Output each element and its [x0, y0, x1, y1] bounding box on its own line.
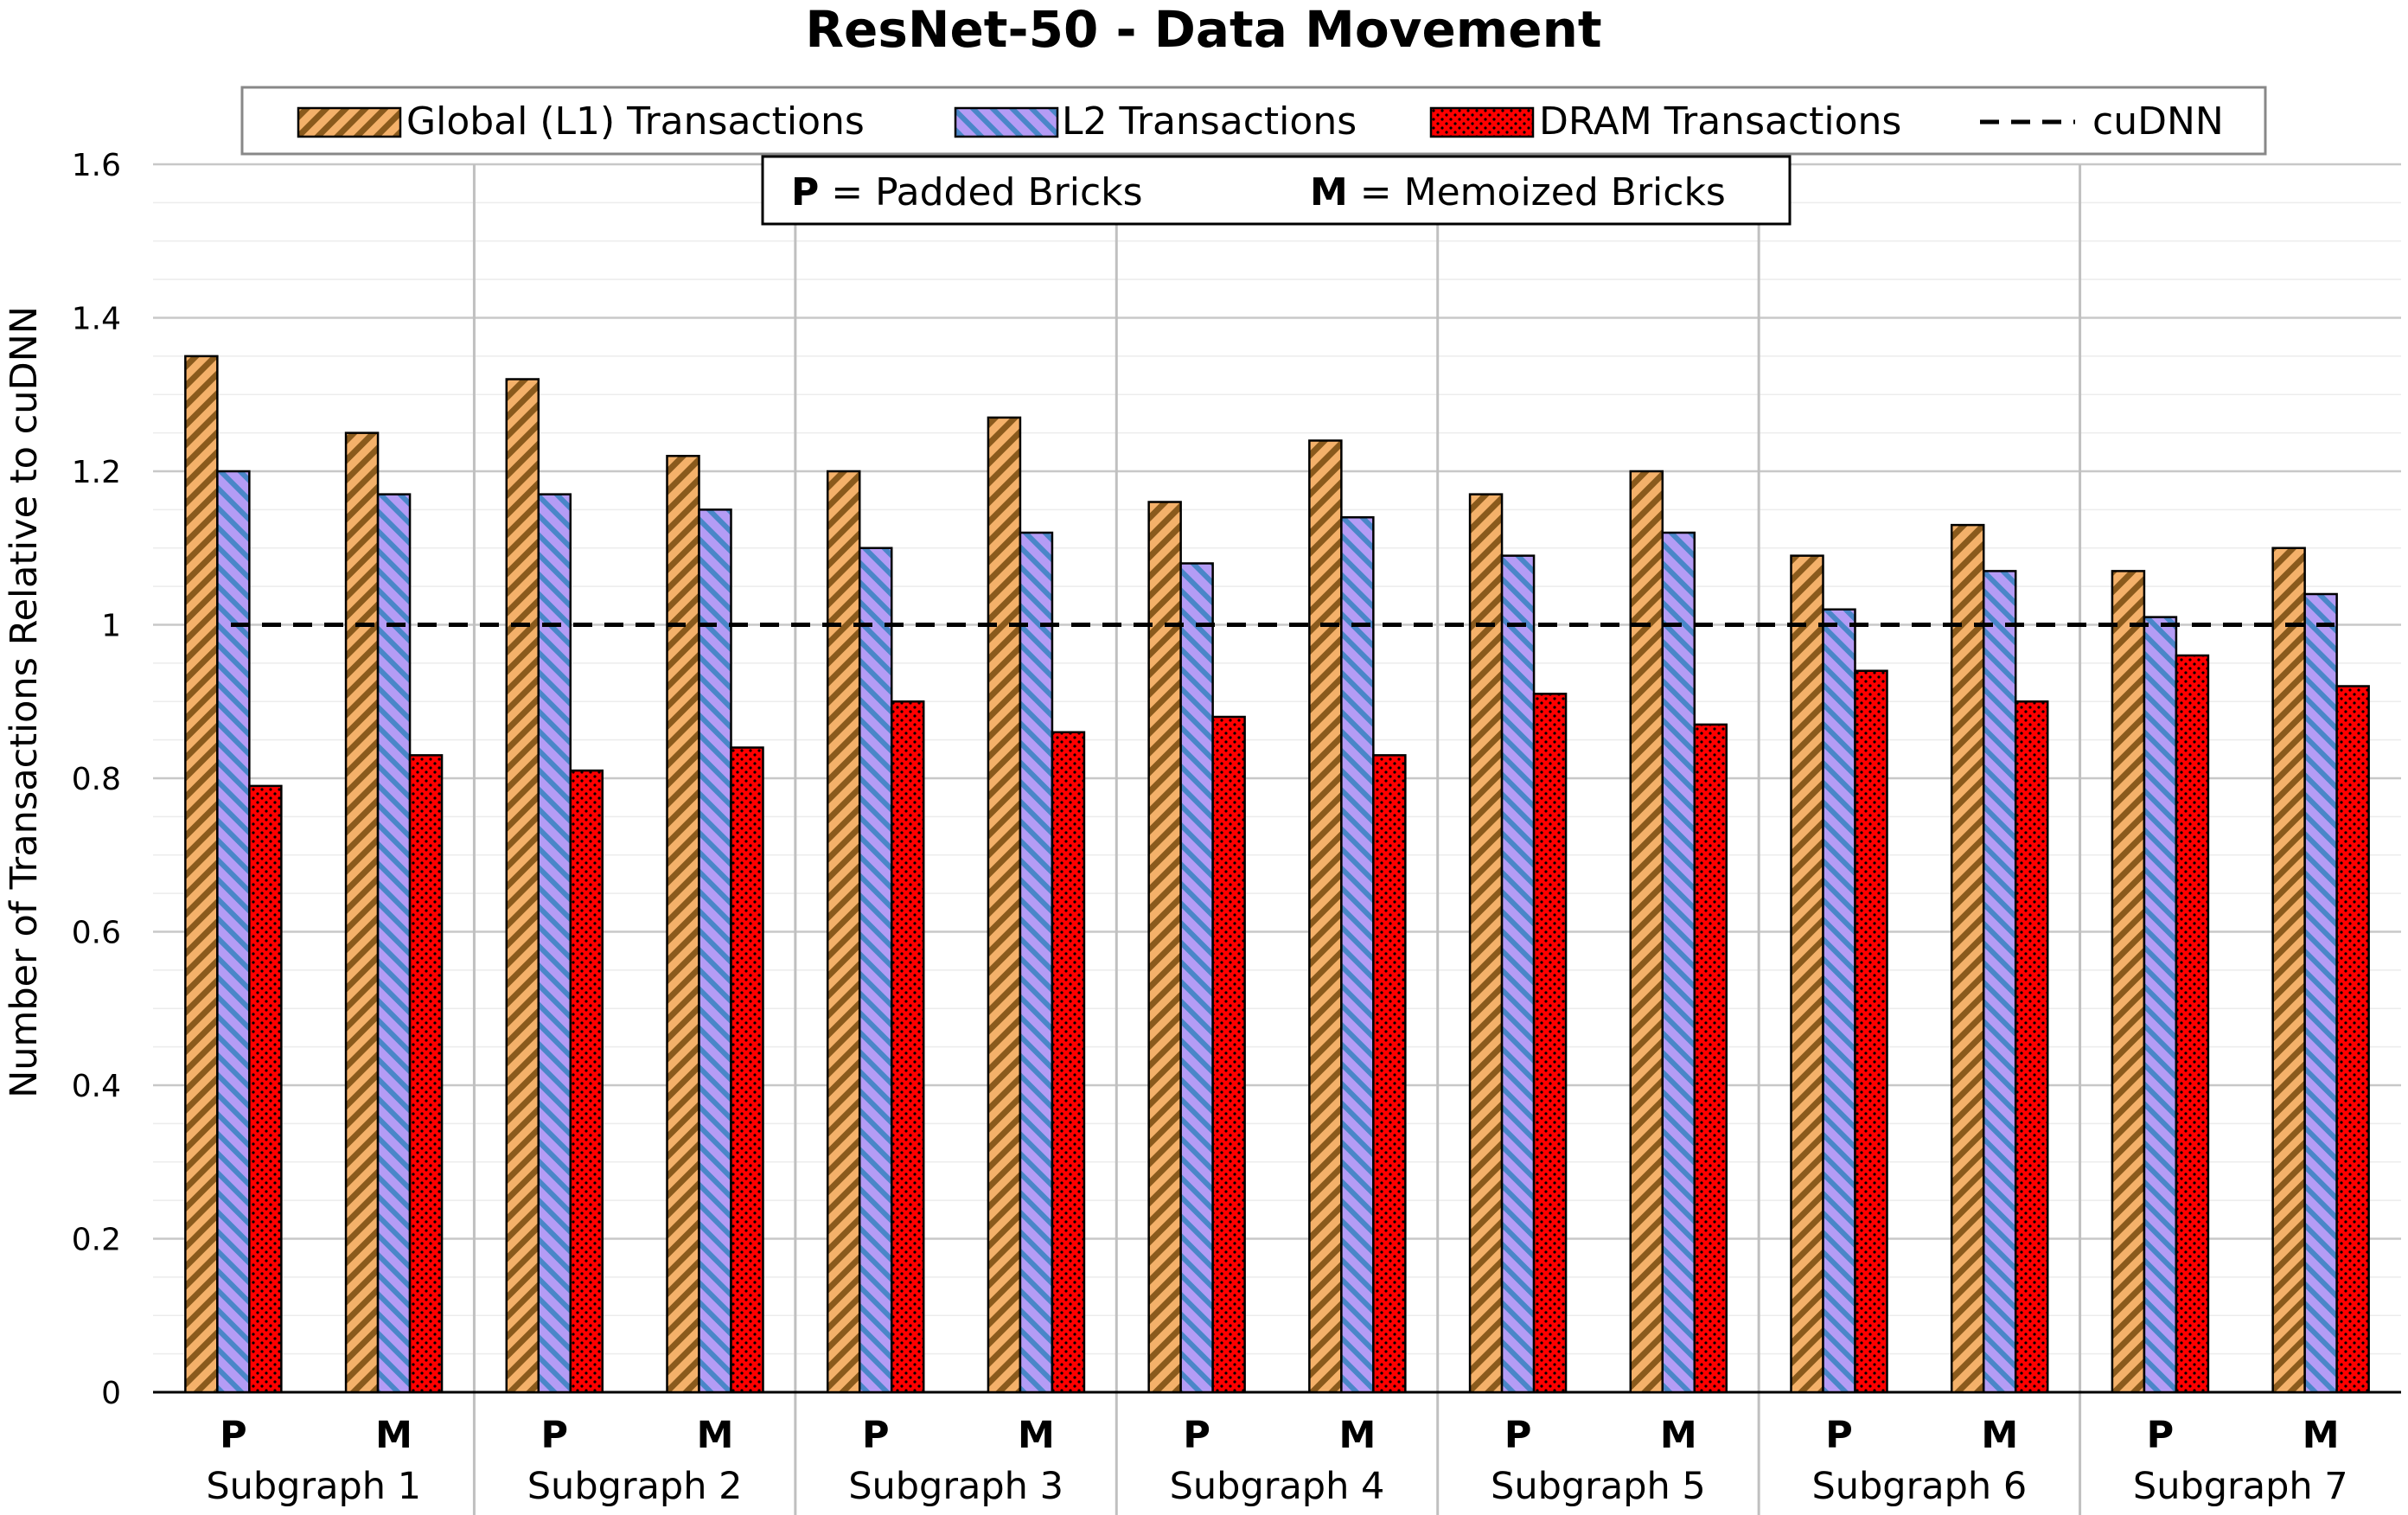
bar-l2-transactions — [1019, 531, 1054, 1394]
sub-label: P — [541, 1414, 569, 1457]
y-tick-label: 1.4 — [72, 302, 121, 337]
group-label: Subgraph 7 — [2133, 1465, 2348, 1508]
bar-global-l1-transactions — [1950, 523, 1985, 1394]
bar-global-l1-transactions — [2271, 547, 2306, 1394]
sub-label: M — [2303, 1414, 2340, 1457]
sub-label: M — [1981, 1414, 2018, 1457]
bar-global-l1-transactions — [1790, 554, 1824, 1394]
bar-global-l1-transactions — [1468, 493, 1504, 1394]
legend-swatch — [954, 106, 1059, 138]
legend-label: L2 Transactions — [1062, 99, 1357, 144]
y-tick-label: 0.2 — [72, 1223, 121, 1258]
bar-l2-transactions — [1661, 531, 1696, 1394]
bar-l2-transactions — [1500, 554, 1536, 1394]
y-axis-ticks: 0 0.2 0.4 0.6 0.8 1 1.2 1.4 1.6 — [72, 148, 121, 1411]
legend-label: Global (L1) Transactions — [406, 99, 865, 144]
bar-dram-transactions — [730, 746, 764, 1394]
bar-l2-transactions — [216, 470, 251, 1394]
group-label: Subgraph 5 — [1491, 1465, 1706, 1508]
legend-box — [240, 86, 2267, 156]
y-tick-label: 1.6 — [72, 148, 121, 183]
chart-title: ResNet-50 - Data Movement — [805, 0, 1601, 59]
bar-global-l1-transactions — [1308, 439, 1343, 1394]
legend-label: DRAM Transactions — [1539, 99, 1901, 144]
bar-global-l1-transactions — [2111, 570, 2146, 1394]
group-label: Subgraph 4 — [1170, 1465, 1385, 1508]
sub-label: P — [2147, 1414, 2175, 1457]
bar-global-l1-transactions — [1629, 470, 1664, 1394]
y-tick-label: 1 — [101, 609, 121, 644]
sub-key-entry: P = Padded Bricks — [791, 170, 1143, 214]
bar-l2-transactions — [698, 508, 732, 1394]
sub-label: P — [1183, 1414, 1210, 1457]
bar-global-l1-transactions — [987, 416, 1022, 1394]
bar-global-l1-transactions — [1147, 501, 1182, 1394]
bar-dram-transactions — [2014, 700, 2049, 1394]
x-axis-labels: P M Subgraph 1 P M Subgraph 2 P M Subgraph 3 P M Su… — [206, 1414, 2347, 1508]
sub-label: P — [1504, 1414, 1532, 1457]
legend-swatch — [1429, 106, 1535, 138]
bars — [184, 355, 2370, 1394]
bar-dram-transactions — [890, 700, 925, 1394]
sub-key-box — [761, 155, 1792, 226]
bar-global-l1-transactions — [826, 470, 861, 1394]
sub-key-entry: M = Memoized Bricks — [1310, 170, 1726, 214]
bar-l2-transactions — [1822, 608, 1856, 1394]
bar-dram-transactions — [1693, 723, 1728, 1394]
sub-label: M — [1338, 1414, 1376, 1457]
y-tick-label: 0.8 — [72, 762, 121, 797]
bar-l2-transactions — [1179, 562, 1214, 1394]
bar-dram-transactions — [408, 754, 444, 1394]
legend: Global (L1) Transactions L2 Transactions D… — [240, 86, 2267, 156]
bar-l2-transactions — [376, 493, 412, 1394]
legend-label: cuDNN — [2092, 99, 2224, 144]
bar-dram-transactions — [248, 784, 283, 1394]
bar-global-l1-transactions — [184, 355, 219, 1394]
bar-dram-transactions — [1051, 731, 1086, 1394]
y-tick-label: 0 — [101, 1376, 121, 1411]
bar-l2-transactions — [2303, 592, 2338, 1394]
bar-dram-transactions — [2175, 654, 2210, 1394]
sub-label: M — [375, 1414, 412, 1457]
group-label: Subgraph 1 — [206, 1465, 421, 1508]
bar-dram-transactions — [2335, 685, 2370, 1394]
bar-dram-transactions — [1854, 669, 1888, 1394]
bar-l2-transactions — [537, 493, 572, 1394]
sub-label: P — [862, 1414, 890, 1457]
sub-label: P — [220, 1414, 247, 1457]
bar-l2-transactions — [858, 547, 893, 1394]
bar-dram-transactions — [1532, 693, 1568, 1394]
group-label: Subgraph 6 — [1811, 1465, 2027, 1508]
bar-dram-transactions — [569, 769, 604, 1394]
y-tick-label: 0.6 — [72, 916, 121, 951]
sub-label: M — [1018, 1414, 1055, 1457]
bar-dram-transactions — [1372, 754, 1407, 1394]
group-label: Subgraph 3 — [848, 1465, 1063, 1508]
bar-l2-transactions — [2143, 616, 2178, 1394]
legend-swatch — [297, 106, 402, 138]
y-tick-label: 0.4 — [72, 1069, 121, 1104]
bar-l2-transactions — [1340, 516, 1375, 1394]
sub-label: P — [1825, 1414, 1853, 1457]
group-separators — [153, 164, 2401, 1515]
bar-dram-transactions — [1211, 715, 1246, 1394]
bar-global-l1-transactions — [344, 431, 380, 1394]
sub-label: M — [697, 1414, 734, 1457]
gridlines — [153, 163, 2401, 1394]
group-label: Subgraph 2 — [527, 1465, 743, 1508]
sub-label-key: P = Padded Bricks M = Memoized Bricks — [761, 155, 1792, 226]
bar-l2-transactions — [1982, 570, 2017, 1394]
bar-global-l1-transactions — [505, 378, 540, 1394]
y-axis-title: Number of Transactions Relative to cuDNN — [3, 306, 46, 1098]
sub-label: M — [1660, 1414, 1697, 1457]
bar-global-l1-transactions — [666, 455, 700, 1394]
y-tick-label: 1.2 — [72, 455, 121, 490]
